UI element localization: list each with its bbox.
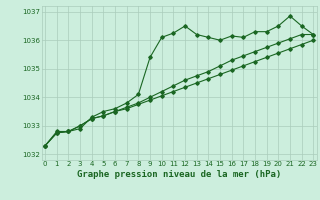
- X-axis label: Graphe pression niveau de la mer (hPa): Graphe pression niveau de la mer (hPa): [77, 170, 281, 179]
